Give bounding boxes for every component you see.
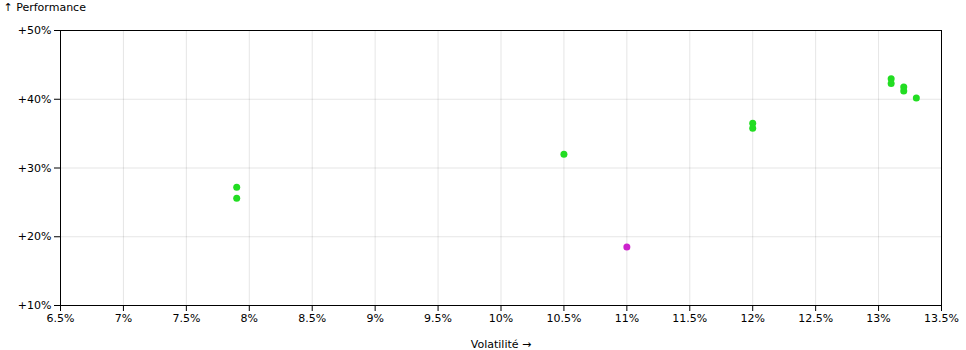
svg-text:+20%: +20% [18,230,52,243]
svg-text:6.5%: 6.5% [47,312,75,325]
svg-text:12.5%: 12.5% [798,312,833,325]
svg-text:12%: 12% [740,312,764,325]
svg-text:+40%: +40% [18,93,52,106]
svg-text:9%: 9% [366,312,383,325]
svg-text:9.5%: 9.5% [424,312,452,325]
svg-text:↑ Performance: ↑ Performance [4,1,87,14]
svg-text:10.5%: 10.5% [546,312,581,325]
svg-text:8%: 8% [241,312,258,325]
svg-text:+10%: +10% [18,299,52,312]
svg-text:Volatilité →: Volatilité → [471,338,531,350]
svg-text:8.5%: 8.5% [298,312,326,325]
svg-text:13%: 13% [866,312,890,325]
svg-text:11.5%: 11.5% [672,312,707,325]
svg-text:10%: 10% [489,312,513,325]
svg-text:7.5%: 7.5% [172,312,200,325]
svg-text:13.5%: 13.5% [924,312,959,325]
svg-text:7%: 7% [115,312,132,325]
svg-text:+30%: +30% [18,162,52,175]
svg-text:+50%: +50% [18,24,52,37]
svg-text:11%: 11% [615,312,639,325]
